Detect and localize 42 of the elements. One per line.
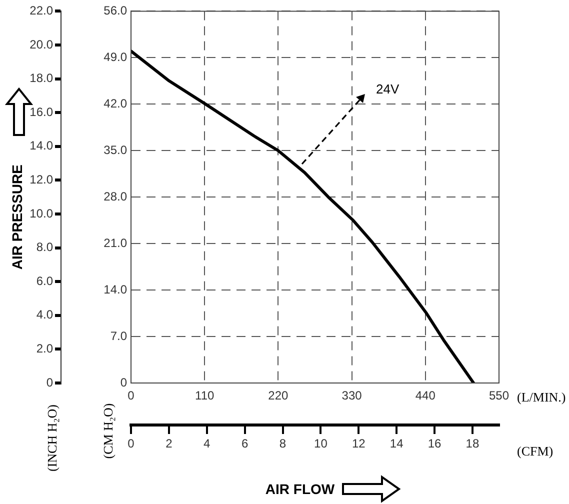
y2-tick-label: 6.0: [36, 274, 54, 288]
text: (INCH H₂O): [44, 404, 60, 472]
text: (L/MIN.): [517, 389, 566, 404]
x2-tick-label: 10: [314, 436, 328, 451]
x-tick-label: 440: [415, 388, 436, 403]
y-tick-label: 49.0: [104, 50, 128, 64]
y2-tick-label: 18.0: [30, 71, 54, 86]
y2-tick-label: 22.0: [30, 4, 54, 18]
y-tick-label: 21.0: [104, 236, 128, 250]
x2-tick-label: 14: [390, 436, 404, 451]
x2-tick-label: 12: [352, 436, 366, 451]
y2-tick-label: 16.0: [30, 104, 54, 119]
y2-tick-label: 10.0: [30, 206, 54, 220]
x2-tick-label: 8: [279, 436, 286, 451]
y-tick-label: 35.0: [104, 142, 128, 157]
x-tick-label: 550: [488, 388, 510, 403]
x2-tick-label: 18: [466, 436, 480, 451]
annotation: 24V: [376, 81, 400, 96]
x2-tick-label: 2: [166, 436, 173, 451]
y2-axis-title: AIR PRESSURE: [8, 164, 25, 270]
x2-tick-label: 16: [428, 436, 442, 451]
x-tick-label: 330: [342, 388, 362, 403]
y-tick-label: 14.0: [104, 282, 128, 296]
y2-tick-label: 14.0: [30, 138, 54, 153]
y2-tick-label: 8.0: [36, 240, 54, 254]
x2-tick-label: 6: [241, 436, 248, 451]
x-tick-label: 110: [195, 388, 214, 403]
y2-tick-label: 2.0: [36, 342, 54, 356]
text: (CM H₂O): [100, 403, 116, 459]
y2-tick-label: 0: [46, 375, 54, 390]
y-tick-label: 0: [120, 375, 128, 390]
x2-axis-title: AIR FLOW: [265, 480, 336, 497]
y-tick-label: 28.0: [104, 189, 128, 204]
y2-tick-label: 12.0: [30, 172, 54, 187]
text: (CFM): [517, 443, 554, 458]
y2-tick-label: 20.0: [30, 37, 54, 52]
x-tick-label: 220: [268, 388, 289, 403]
y-tick-label: 42.0: [104, 96, 128, 110]
y-tick-label: 7.0: [110, 328, 128, 343]
y-tick-label: 56.0: [104, 4, 128, 18]
y2-tick-label: 4.0: [36, 308, 54, 322]
x2-tick-label: 4: [204, 436, 211, 451]
